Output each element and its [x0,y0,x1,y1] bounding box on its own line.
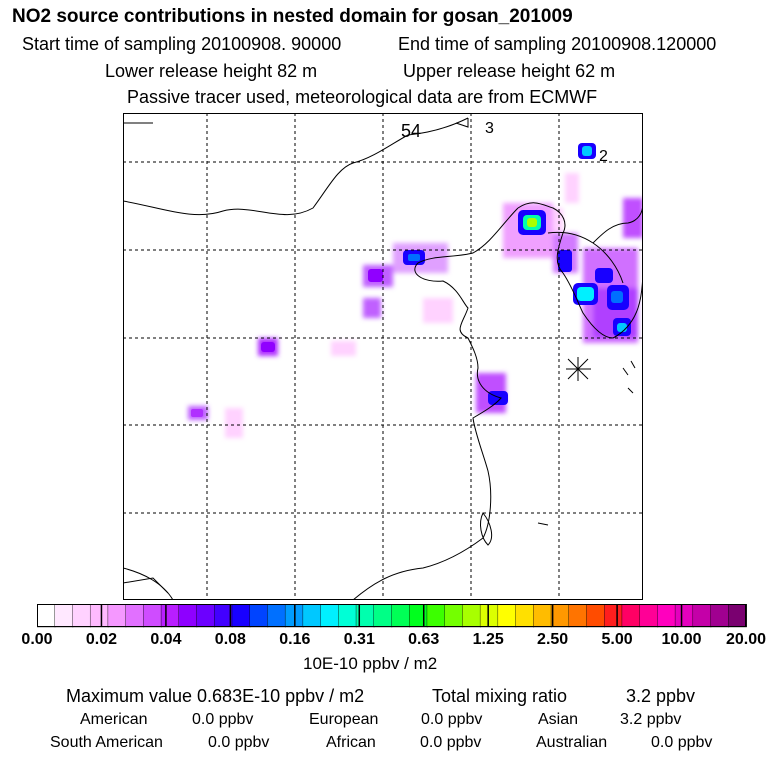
lower-release-height: Lower release height 82 m [105,61,318,81]
colorbar-cell [692,604,712,628]
colorbar-cell [710,604,730,628]
region-african-name: African [326,734,376,751]
total-mixing-value: 3.2 ppbv [626,686,696,706]
colorbar-cell [426,604,446,628]
colorbar-cell [674,604,694,628]
colorbar-cell [604,604,623,628]
colorbar-cell [462,604,481,628]
colorbar-tick-label: 0.02 [85,631,118,648]
region-south-american-name: South American [50,734,163,751]
colorbar-cell [231,604,251,628]
colorbar-cell [444,604,464,628]
start-time: Start time of sampling 20100908. 90000 [22,34,342,54]
colorbar-cell [497,604,517,628]
map-label-2: 2 [599,148,608,165]
receptor-marker [566,357,591,381]
region-asian-name: Asian [538,711,579,728]
colorbar-tick-label: 0.63 [408,631,440,648]
colorbar-tick-label: 0.04 [150,631,182,648]
colorbar-cell [89,604,109,628]
colorbar-cell [479,604,499,628]
tracer-note: Passive tracer used, meteorological data… [127,87,598,107]
colorbar-cell [515,604,535,628]
map-label-54: 54 [401,121,421,141]
colorbar-cell [178,604,198,628]
map-frame [123,113,643,600]
colorbar-cell [373,604,393,628]
colorbar-cell [267,604,286,628]
colorbar-cell [550,604,570,628]
colorbar-cell [249,604,269,628]
map-label-3: 3 [485,120,494,137]
colorbar-tick-label: 0.08 [214,631,246,648]
colorbar-tick-label: 5.00 [601,631,633,648]
colorbar-tick-label: 0.16 [279,631,311,648]
max-value: Maximum value 0.683E-10 ppbv / m2 [66,686,365,706]
colorbar-cell [107,604,127,628]
colorbar-tick-label: 1.25 [472,631,504,648]
map-panel: 54 3 2 [123,113,643,600]
total-mixing-label: Total mixing ratio [432,686,568,706]
colorbar-unit: 10E-10 ppbv / m2 [303,654,438,673]
colorbar-cell [143,604,162,628]
colorbar-cell [391,604,411,628]
colorbar-cell [125,604,145,628]
colorbar [37,604,747,628]
colorbar-cell [586,604,606,628]
colorbar-cell [37,604,56,628]
colorbar-tick-label: 2.50 [537,631,569,648]
colorbar-cell [196,604,216,628]
region-african-value: 0.0 ppbv [420,734,482,751]
colorbar-cell [568,604,588,628]
colorbar-cell [533,604,552,628]
end-time: End time of sampling 20100908.120000 [398,34,717,54]
region-australian-name: Australian [536,734,608,751]
colorbar-cell [72,604,91,628]
colorbar-tick-label: 0.00 [21,631,53,648]
upper-release-height: Upper release height 62 m [403,61,616,81]
colorbar-cell [657,604,676,628]
region-asian-value: 3.2 ppbv [620,711,682,728]
colorbar-cell [338,604,357,628]
graticule [123,113,643,600]
colorbar-tick-label: 0.31 [343,631,375,648]
concentration-field [188,143,643,438]
colorbar-tick-label: 20.00 [725,631,767,648]
colorbar-cell [54,604,74,628]
region-australian-value: 0.0 ppbv [651,734,713,751]
colorbar-tick-label: 10.00 [661,631,702,648]
colorbar-cell [160,604,180,628]
colorbar-cell [302,604,322,628]
colorbar-cell [621,604,641,628]
coastlines [123,117,643,600]
region-south-american-value: 0.0 ppbv [208,734,270,751]
region-european-value: 0.0 ppbv [421,711,483,728]
region-american-name: American [80,711,148,728]
region-european-name: European [309,711,379,728]
map-title: NO2 source contributions in nested domai… [12,6,573,27]
colorbar-cell [639,604,659,628]
colorbar-cell [728,604,747,628]
colorbar-cell [320,604,340,628]
region-american-value: 0.0 ppbv [192,711,254,728]
colorbar-cell [409,604,428,628]
